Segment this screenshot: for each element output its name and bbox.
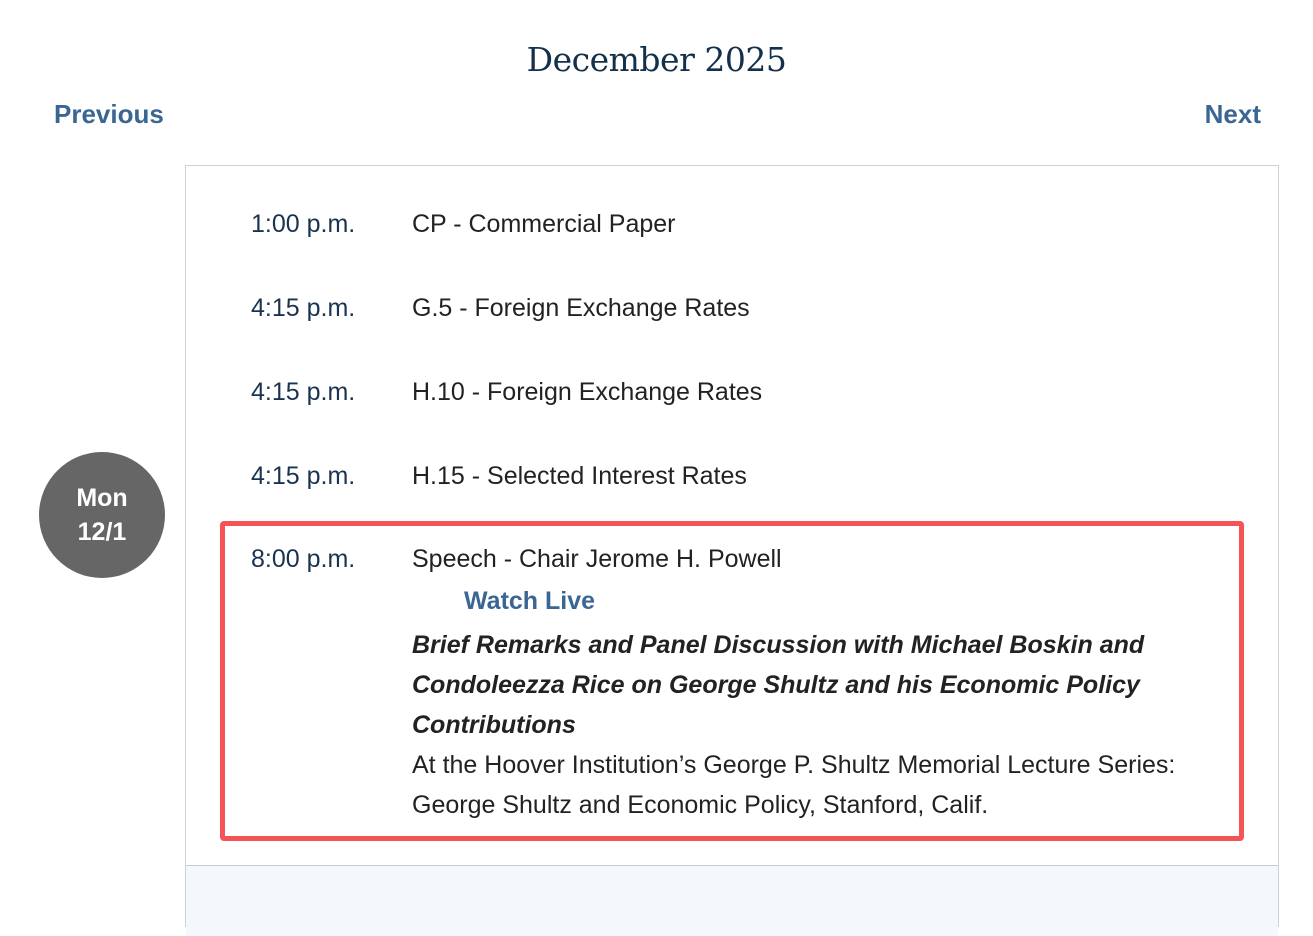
highlight-box	[220, 521, 1244, 841]
day-date: 12/1	[77, 518, 127, 546]
day-weekday: Mon	[76, 484, 128, 512]
event-row: 8:00 p.m. Speech - Chair Jerome H. Powel…	[251, 545, 1251, 825]
month-title: December 2025	[526, 40, 787, 79]
event-time: 4:15 p.m.	[251, 462, 356, 490]
event-time: 8:00 p.m.	[251, 545, 356, 573]
event-subtitle: Brief Remarks and Panel Discussion with …	[412, 631, 1145, 739]
event-title[interactable]: G.5 - Foreign Exchange Rates	[412, 294, 750, 322]
watch-live-link[interactable]: Watch Live	[464, 587, 596, 615]
previous-link[interactable]: Previous	[54, 99, 164, 129]
next-link[interactable]: Next	[1204, 99, 1261, 129]
event-time: 1:00 p.m.	[251, 210, 356, 238]
next-day-section	[186, 865, 1278, 936]
event-title[interactable]: CP - Commercial Paper	[412, 210, 676, 238]
event-title[interactable]: H.15 - Selected Interest Rates	[412, 462, 747, 490]
event-time: 4:15 p.m.	[251, 294, 356, 322]
event-location: At the Hoover Institution’s George P. Sh…	[412, 751, 1176, 819]
day-badge: Mon 12/1	[39, 452, 165, 578]
event-time: 4:15 p.m.	[251, 378, 356, 406]
events-panel: 1:00 p.m. CP - Commercial Paper 4:15 p.m…	[185, 165, 1279, 936]
event-title[interactable]: H.10 - Foreign Exchange Rates	[412, 378, 763, 406]
event-title[interactable]: Speech - Chair Jerome H. Powell	[412, 545, 782, 573]
